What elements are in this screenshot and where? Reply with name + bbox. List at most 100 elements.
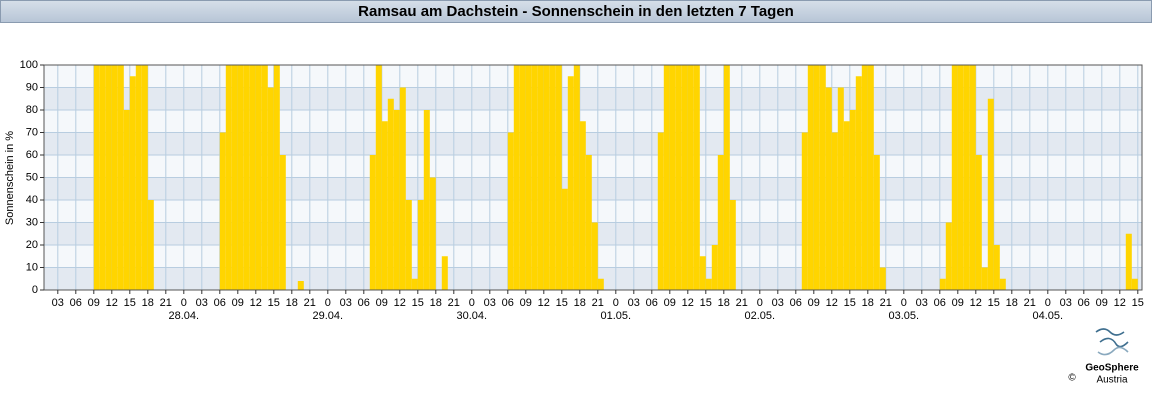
bar <box>387 98 394 290</box>
x-tick-label: 03 <box>196 297 208 309</box>
bar <box>1125 233 1132 290</box>
y-tick-label: 80 <box>26 104 38 116</box>
bar <box>405 200 412 290</box>
x-tick-label: 21 <box>304 297 316 309</box>
band <box>44 132 1142 155</box>
bar <box>831 132 838 290</box>
x-tick-label: 06 <box>358 297 370 309</box>
bar <box>657 132 664 290</box>
logo-brand: GeoSphere <box>1085 363 1139 374</box>
bar <box>147 200 154 290</box>
x-tick-label: 18 <box>718 297 730 309</box>
bar <box>249 65 256 290</box>
x-tick-label: 21 <box>160 297 172 309</box>
bar <box>687 65 694 290</box>
x-tick-label: 03 <box>484 297 496 309</box>
x-tick-label: 18 <box>574 297 586 309</box>
bar <box>369 155 376 290</box>
bar <box>861 65 868 290</box>
x-tick-label: 18 <box>286 297 298 309</box>
x-tick-label: 12 <box>250 297 262 309</box>
copyright: © <box>1068 373 1076 384</box>
x-tick-label: 12 <box>1114 297 1126 309</box>
x-tick-label: 06 <box>70 297 82 309</box>
bar <box>963 65 970 290</box>
bar <box>261 65 268 290</box>
bar <box>969 65 976 290</box>
bar <box>441 256 448 290</box>
bar <box>711 245 718 290</box>
bar <box>807 65 814 290</box>
x-tick-label: 03 <box>52 297 64 309</box>
x-tick-label: 09 <box>808 297 820 309</box>
bar <box>951 65 958 290</box>
bar <box>999 278 1006 290</box>
bar <box>297 281 304 290</box>
bar <box>225 65 232 290</box>
y-tick-label: 30 <box>26 216 38 228</box>
bar <box>993 245 1000 290</box>
bar <box>675 65 682 290</box>
bar <box>525 65 532 290</box>
bar <box>669 65 676 290</box>
bar <box>705 278 712 290</box>
bar <box>819 65 826 290</box>
bar <box>975 155 982 290</box>
bar <box>873 155 880 290</box>
bar <box>555 65 562 290</box>
bar <box>375 65 382 290</box>
bar <box>519 65 526 290</box>
y-tick-label: 10 <box>26 261 38 273</box>
band <box>44 110 1142 133</box>
x-tick-label: 03 <box>340 297 352 309</box>
bar <box>93 65 100 290</box>
x-tick-label: 0 <box>1045 297 1051 309</box>
x-tick-label: 18 <box>430 297 442 309</box>
bar <box>825 87 832 290</box>
x-tick-label: 09 <box>376 297 388 309</box>
chart-title: Ramsau am Dachstein - Sonnenschein in de… <box>358 3 794 20</box>
bar <box>381 121 388 290</box>
x-tick-label: 12 <box>538 297 550 309</box>
y-tick-label: 0 <box>32 284 38 296</box>
x-tick-label: 15 <box>124 297 136 309</box>
x-tick-label: 12 <box>682 297 694 309</box>
x-tick-label: 15 <box>700 297 712 309</box>
x-tick-label: 18 <box>862 297 874 309</box>
date-label: 30.04. <box>457 310 488 322</box>
date-label: 04.05. <box>1033 310 1064 322</box>
x-tick-label: 03 <box>772 297 784 309</box>
y-tick-label: 50 <box>26 171 38 183</box>
bar <box>123 110 130 290</box>
bar <box>867 65 874 290</box>
x-tick-label: 21 <box>592 297 604 309</box>
bar <box>981 267 988 290</box>
bar <box>549 65 556 290</box>
bar <box>411 278 418 290</box>
bar <box>507 132 514 290</box>
x-tick-label: 09 <box>1096 297 1108 309</box>
x-tick-label: 0 <box>181 297 187 309</box>
bar <box>1131 278 1138 290</box>
y-tick-label: 40 <box>26 194 38 206</box>
x-tick-label: 0 <box>325 297 331 309</box>
bar <box>531 65 538 290</box>
x-tick-label: 0 <box>469 297 475 309</box>
bar <box>573 65 580 290</box>
bar <box>939 278 946 290</box>
x-tick-label: 21 <box>448 297 460 309</box>
x-tick-label: 06 <box>646 297 658 309</box>
x-tick-label: 0 <box>757 297 763 309</box>
y-tick-label: 90 <box>26 81 38 93</box>
bar <box>879 267 886 290</box>
x-tick-label: 12 <box>394 297 406 309</box>
x-tick-label: 06 <box>790 297 802 309</box>
y-tick-label: 20 <box>26 239 38 251</box>
bar <box>129 76 136 290</box>
bar <box>219 132 226 290</box>
bar <box>111 65 118 290</box>
band <box>44 87 1142 110</box>
bar <box>273 65 280 290</box>
bar <box>543 65 550 290</box>
